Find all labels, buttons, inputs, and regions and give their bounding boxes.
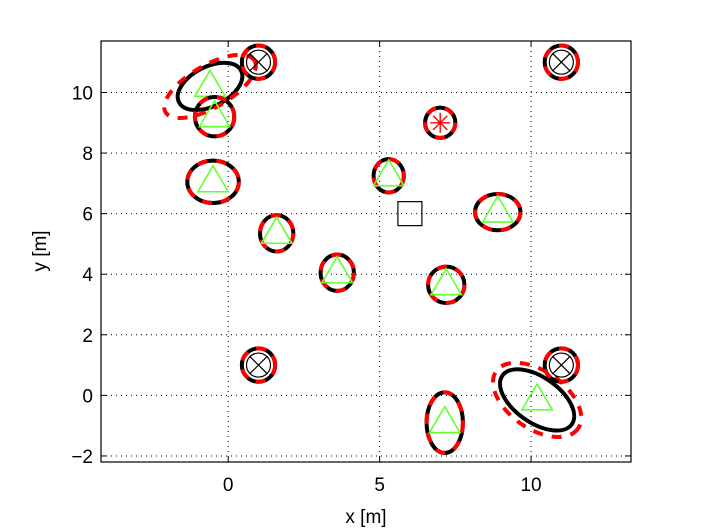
reference-ellipse bbox=[424, 390, 465, 455]
grid-lines bbox=[101, 41, 631, 462]
triangle-marker bbox=[481, 194, 515, 223]
circle-x-stroke bbox=[551, 52, 571, 72]
reference-ellipse bbox=[185, 158, 241, 206]
triangle-marker bbox=[520, 382, 554, 411]
y-tick-label: 10 bbox=[72, 83, 93, 104]
circle-x-stroke bbox=[249, 355, 268, 375]
y-tick-label: 8 bbox=[82, 144, 93, 165]
x-axis-label: x [m] bbox=[345, 507, 386, 528]
reference-ellipse bbox=[473, 191, 523, 233]
circle-x-marker bbox=[548, 352, 574, 378]
star-marker-stroke bbox=[432, 115, 448, 131]
anchor-reference-circle bbox=[239, 346, 278, 384]
triangle-marker bbox=[429, 267, 463, 296]
circle-x-stroke bbox=[249, 52, 268, 72]
circle-x-marker bbox=[245, 352, 272, 378]
y-axis-label: y [m] bbox=[30, 230, 51, 271]
triangle-marker bbox=[260, 215, 294, 245]
reference-ellipse bbox=[318, 252, 356, 293]
beacon-reference-circle bbox=[423, 105, 458, 140]
reference-ellipse bbox=[426, 264, 467, 305]
y-tick-label: 4 bbox=[82, 265, 93, 286]
triangle-marker bbox=[197, 99, 232, 128]
circle-x-marker bbox=[548, 49, 574, 75]
y-tick-label: −2 bbox=[71, 447, 93, 468]
axis-ticks: 0 5 10 −2 0 2 4 6 8 10 bbox=[71, 41, 631, 496]
reference-ellipse bbox=[258, 213, 296, 254]
anchor-reference-circle bbox=[239, 43, 278, 81]
x-tick-label: 10 bbox=[520, 475, 541, 496]
y-tick-label: 0 bbox=[82, 386, 93, 407]
data-layer bbox=[162, 43, 584, 455]
plot-area-frame bbox=[100, 40, 632, 463]
anchor-reference-circle bbox=[542, 346, 581, 384]
x-tick-label: 5 bbox=[374, 475, 385, 496]
y-tick-label: 6 bbox=[82, 205, 93, 226]
square-marker bbox=[397, 201, 423, 227]
triangle-marker bbox=[428, 405, 462, 434]
estimate-ellipse bbox=[498, 367, 577, 433]
triangle-marker bbox=[320, 255, 354, 284]
triangle-marker bbox=[372, 158, 406, 187]
circle-x-stroke bbox=[551, 355, 571, 375]
reference-ellipse bbox=[192, 95, 237, 139]
reference-ellipse bbox=[371, 157, 406, 195]
reference-ellipse bbox=[162, 52, 258, 121]
y-tick-label: 2 bbox=[82, 326, 93, 347]
circle-x-marker bbox=[245, 49, 272, 75]
anchor-reference-circle bbox=[542, 43, 581, 81]
x-tick-label: 0 bbox=[223, 475, 234, 496]
reference-ellipse bbox=[490, 360, 584, 440]
triangle-marker bbox=[196, 164, 230, 193]
